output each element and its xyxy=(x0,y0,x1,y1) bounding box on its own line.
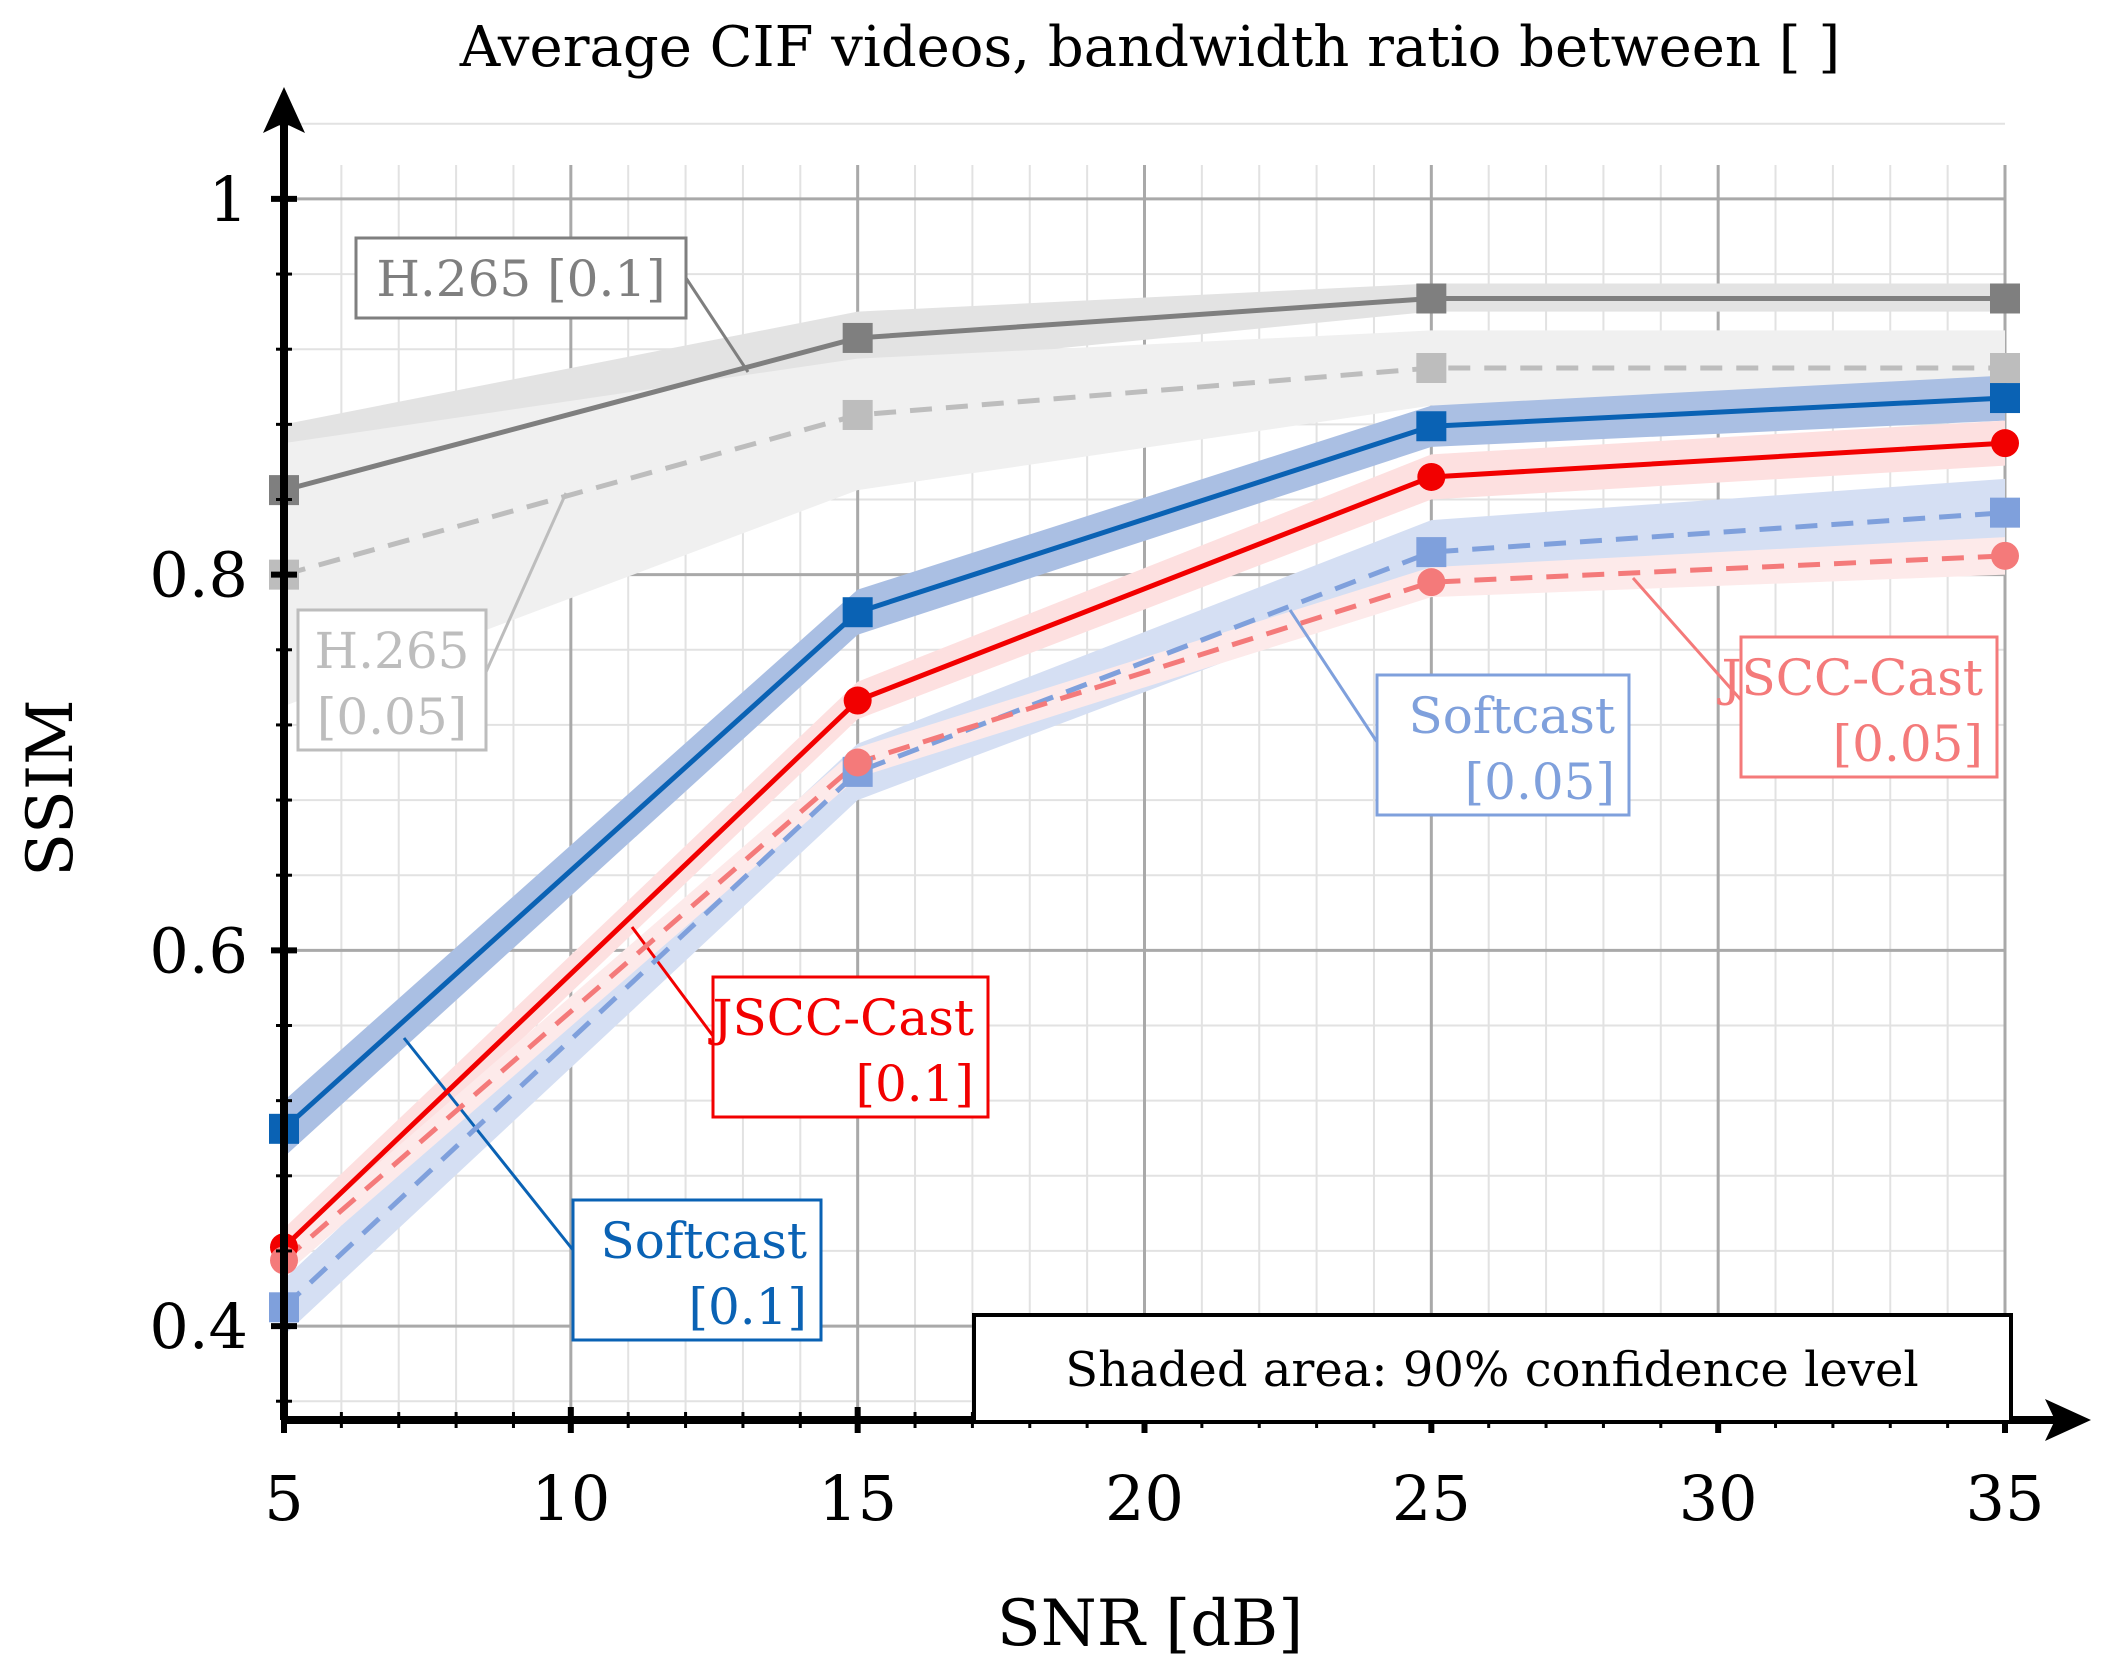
series-label-text: [0.1] xyxy=(688,1278,807,1336)
data-point xyxy=(1990,353,2020,383)
data-point xyxy=(842,399,873,430)
x-tick-label: 5 xyxy=(264,1462,303,1535)
y-tick-label: 0.6 xyxy=(149,914,248,987)
data-point xyxy=(1416,537,1447,568)
series-label-text: Softcast xyxy=(1408,687,1615,745)
confidence-band-2 xyxy=(284,375,2005,1157)
y-tick-label: 0.8 xyxy=(149,539,248,612)
series-label-text: [0.05] xyxy=(317,688,467,746)
series-label-text: [0.05] xyxy=(1833,715,1983,773)
x-tick-label: 25 xyxy=(1392,1462,1471,1535)
data-point xyxy=(1991,541,2019,570)
data-point xyxy=(1990,497,2020,528)
chart-title: Average CIF videos, bandwidth ratio betw… xyxy=(459,15,1840,80)
data-point xyxy=(1417,462,1446,491)
data-point xyxy=(1416,283,1447,314)
series-label-text: Softcast xyxy=(600,1212,807,1270)
data-point xyxy=(842,322,873,353)
series-label-box-5 xyxy=(1739,635,1999,779)
confidence-band-5 xyxy=(284,537,2005,1276)
data-point xyxy=(842,597,873,628)
series-lines xyxy=(282,295,2006,1310)
x-tick-label: 30 xyxy=(1679,1462,1758,1535)
series-label-box-1 xyxy=(296,608,488,752)
x-axis-label: SNR [dB] xyxy=(997,1587,1303,1661)
y-axis-label: SSIM xyxy=(14,699,88,876)
y-tick-label: 0.4 xyxy=(149,1290,248,1363)
series-label-box-2 xyxy=(571,1198,823,1342)
series-label-box-4 xyxy=(1375,673,1631,817)
series-label-text: [0.05] xyxy=(1465,753,1615,811)
series-label-text: H.265 [0.1] xyxy=(376,250,665,308)
series-label-box-3 xyxy=(711,975,990,1119)
label-leaders xyxy=(402,277,1743,1251)
x-axis-arrow xyxy=(2045,1399,2091,1441)
label-leader-2 xyxy=(402,1037,575,1251)
series-line-0 xyxy=(283,295,2005,493)
confidence-band-4 xyxy=(284,478,2005,1336)
series-label-box-0 xyxy=(354,236,688,320)
label-leader-1 xyxy=(484,492,568,673)
data-point xyxy=(843,686,872,715)
tick-labels: 5 10 15 20 25 30 35 0.4 0.6 0.8 1 xyxy=(149,163,2044,1535)
data-point xyxy=(1417,568,1446,597)
data-point xyxy=(1416,353,1447,383)
series-label-text: [0.1] xyxy=(855,1055,974,1113)
x-tick-label: 15 xyxy=(818,1462,897,1535)
data-point xyxy=(843,748,872,777)
x-tick-label: 20 xyxy=(1105,1462,1184,1535)
confidence-band-1 xyxy=(284,330,2005,707)
confidence-band-0 xyxy=(284,283,2005,556)
x-tick-label: 10 xyxy=(531,1462,610,1535)
series-label-text: H.265 xyxy=(315,622,470,680)
data-point xyxy=(1416,411,1447,442)
series-line-1 xyxy=(283,365,2005,578)
confidence-note: Shaded area: 90% confidence level xyxy=(972,1313,2013,1424)
series-line-5 xyxy=(282,553,2006,1263)
label-leader-5 xyxy=(1631,577,1743,701)
series-line-2 xyxy=(282,395,2006,1131)
y-axis-arrow xyxy=(263,87,305,133)
x-tick-label: 35 xyxy=(1966,1462,2045,1535)
y-tick-label: 1 xyxy=(209,163,248,236)
series-line-3 xyxy=(282,440,2006,1249)
data-point xyxy=(1991,429,2019,458)
data-point xyxy=(1990,383,2020,414)
series-label-text: JSCC-Cast xyxy=(707,989,974,1047)
series-labels: H.265 [0.1] H.265 [0.05] Softcast [0.1] JSCC-… xyxy=(296,236,1999,1342)
series-label-text: JSCC-Cast xyxy=(1716,649,1983,707)
series-line-4 xyxy=(282,510,2006,1310)
label-leader-4 xyxy=(1288,609,1379,743)
data-point xyxy=(1990,283,2020,314)
confidence-note-text: Shaded area: 90% confidence level xyxy=(1065,1342,1918,1398)
label-leader-0 xyxy=(684,277,750,373)
